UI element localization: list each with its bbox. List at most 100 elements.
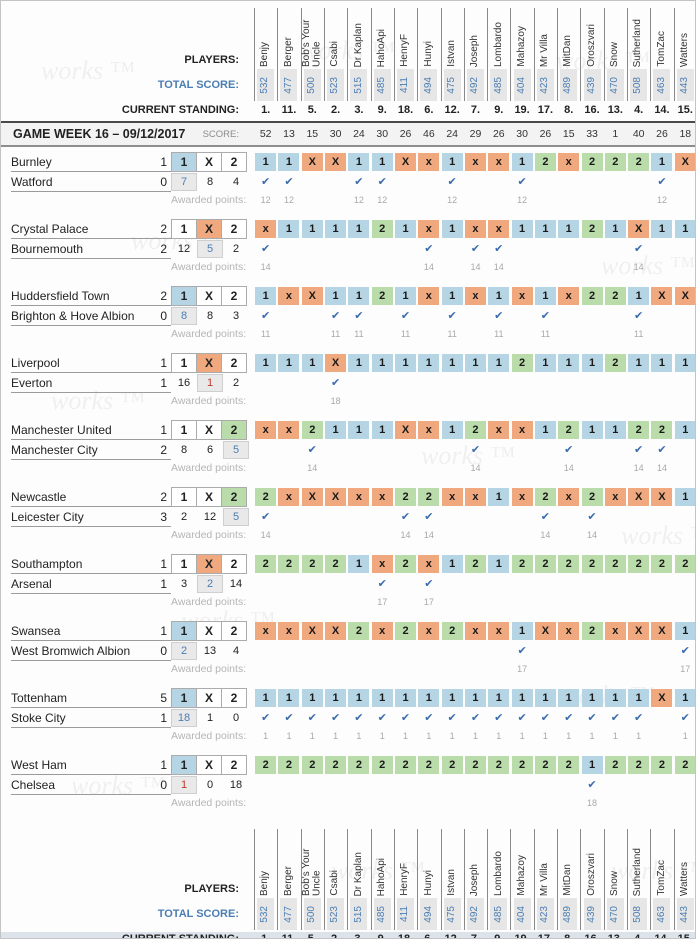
player-total-score: 508	[632, 76, 644, 94]
outcome-count: 12	[177, 243, 191, 255]
match-away-row: Manchester City 2 8 6 5 ✔ ✔ ✔ ✔ ✔	[1, 440, 695, 460]
outcome-count: 3	[180, 578, 188, 590]
check-column	[510, 440, 533, 460]
prediction-cell: 2	[488, 756, 510, 774]
player-week-score: 29	[469, 128, 482, 140]
away-team-score: 1	[160, 375, 167, 390]
player-column: 7.	[464, 930, 487, 938]
outcome-count: 8	[206, 310, 214, 322]
points-column	[580, 460, 603, 476]
player-column: 439	[580, 69, 603, 101]
check-column	[441, 440, 464, 460]
points-grid: 14 14 14 14 14	[254, 259, 695, 275]
points-column	[277, 527, 300, 543]
prediction-cell: 2	[604, 153, 626, 171]
player-column: HahoApi	[370, 826, 394, 898]
prediction-cell: 1	[348, 220, 370, 238]
prediction-cell: 2	[395, 756, 417, 774]
player-standing: 4.	[634, 933, 644, 939]
total-score-bar: 515	[350, 69, 368, 101]
awarded-points-value: 11	[447, 329, 457, 339]
prediction-column: X	[650, 487, 673, 507]
prediction-cell: 2	[418, 488, 440, 506]
player-column: Sutherland	[627, 5, 650, 69]
total-score-label: TOTAL SCORE:	[157, 908, 239, 920]
outcome-count: 2	[232, 243, 240, 255]
check-column	[557, 239, 580, 259]
home-team-label: Newcastle 2	[11, 487, 171, 507]
total-score-bar: 439	[583, 898, 601, 930]
away-team-name: Chelsea	[11, 777, 56, 792]
awarded-points-value: 14	[540, 530, 551, 540]
check-icon: ✔	[447, 711, 457, 724]
prediction-cell: x	[558, 153, 580, 171]
check-column	[674, 172, 695, 192]
check-icon: ✔	[657, 175, 667, 188]
home-team-name: Newcastle	[11, 489, 67, 504]
points-column	[580, 259, 603, 275]
check-column	[557, 306, 580, 326]
home-team-name: Huddersfield Town	[11, 288, 110, 303]
current-standing-row: CURRENT STANDING: 1. 11. 5. 2. 3. 9. 18. 6. 12. 7.…	[1, 101, 695, 119]
points-column: 11	[534, 326, 557, 342]
prediction-cell: 1	[511, 622, 533, 640]
check-column	[534, 574, 557, 594]
awarded-points-value: 1	[309, 731, 315, 741]
check-column: ✔	[627, 306, 650, 326]
prediction-cell: 1	[395, 354, 417, 372]
points-column	[417, 192, 440, 208]
prediction-cell: 2	[581, 153, 603, 171]
outcome-option: X	[196, 286, 222, 306]
outcome-count: 8	[171, 307, 197, 325]
match-away-row: Stoke City 1 18 1 0 ✔ ✔ ✔ ✔ ✔ ✔ ✔ ✔ ✔ ✔ ✔ ✔ ✔ ✔ ✔ ✔ ✔ ✔	[1, 708, 695, 728]
points-column	[371, 527, 394, 543]
match-points-row: Awarded points: 18	[1, 795, 695, 811]
home-team-label: Liverpool 1	[11, 353, 171, 373]
points-column	[557, 594, 580, 610]
prediction-column: X	[650, 286, 673, 306]
prediction-column: 1	[650, 219, 673, 239]
points-column	[534, 594, 557, 610]
checks-grid: ✔ ✔ ✔ ✔ ✔	[254, 239, 695, 259]
prediction-cell: 1	[488, 488, 510, 506]
check-column	[277, 440, 300, 460]
check-column	[534, 775, 557, 795]
away-team-label: Leicester City 3	[11, 507, 171, 527]
awarded-points-label: Awarded points:	[171, 261, 247, 273]
check-column	[557, 574, 580, 594]
points-column	[394, 795, 417, 811]
away-team-name: Watford	[11, 174, 53, 189]
player-column: Mr Villa	[533, 826, 557, 898]
points-column	[301, 594, 324, 610]
points-column: 1	[347, 728, 370, 744]
prediction-column: 1	[674, 487, 695, 507]
check-column: ✔	[627, 239, 650, 259]
prediction-column: 1	[510, 152, 533, 172]
prediction-cell: 1	[371, 354, 393, 372]
awarded-points-value: 12	[353, 195, 364, 205]
check-column	[464, 373, 487, 393]
prediction-column: 2	[674, 755, 695, 775]
spacer	[11, 326, 171, 342]
points-column: 1	[557, 728, 580, 744]
outcome-count: 14	[229, 578, 243, 590]
awarded-points-value: 1	[566, 731, 572, 741]
prediction-column: X	[627, 219, 650, 239]
prediction-column: 2	[510, 554, 533, 574]
prediction-column: 1	[394, 353, 417, 373]
player-name: Hunyi	[422, 870, 434, 896]
prediction-cell: X	[674, 287, 695, 305]
player-total-score: 494	[422, 905, 434, 923]
prediction-cell: 1	[348, 287, 370, 305]
check-icon: ✔	[517, 644, 527, 657]
prediction-cell: 2	[278, 756, 300, 774]
player-total-score: 463	[655, 76, 667, 94]
player-standing: 18.	[397, 104, 414, 116]
prediction-cell: 1	[441, 287, 463, 305]
player-column: 12.	[441, 101, 464, 119]
points-column: 1	[394, 728, 417, 744]
